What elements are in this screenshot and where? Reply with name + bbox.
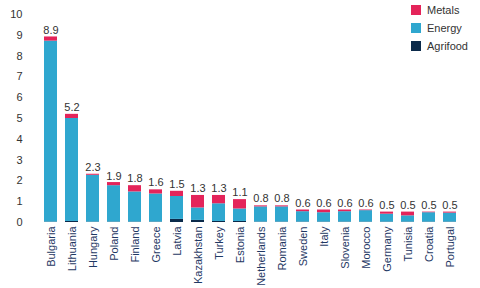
svg-text:0.8: 0.8	[253, 192, 268, 204]
svg-text:Finland: Finland	[129, 227, 141, 263]
svg-text:Hungary: Hungary	[87, 226, 99, 268]
svg-text:1: 1	[16, 195, 22, 207]
svg-text:Lithuania: Lithuania	[66, 226, 78, 272]
svg-text:1.6: 1.6	[148, 176, 163, 188]
svg-text:5.2: 5.2	[64, 101, 79, 113]
svg-text:8: 8	[16, 50, 22, 62]
svg-text:9: 9	[16, 29, 22, 41]
svg-text:0.6: 0.6	[337, 197, 352, 209]
svg-text:Portugal: Portugal	[444, 227, 456, 268]
svg-text:4: 4	[16, 133, 22, 145]
svg-text:Turkey: Turkey	[213, 226, 225, 260]
svg-text:Tunisia: Tunisia	[402, 226, 414, 262]
svg-text:1.8: 1.8	[127, 172, 142, 184]
svg-text:Croatia: Croatia	[423, 226, 435, 262]
svg-text:10: 10	[10, 8, 22, 20]
svg-text:3: 3	[16, 154, 22, 166]
svg-text:1.5: 1.5	[169, 178, 184, 190]
svg-text:Greece: Greece	[150, 227, 162, 263]
svg-text:Estonia: Estonia	[234, 226, 246, 264]
svg-text:Romania: Romania	[276, 226, 288, 271]
svg-text:8.9: 8.9	[43, 24, 58, 36]
svg-text:0: 0	[16, 216, 22, 228]
svg-text:1.3: 1.3	[190, 182, 205, 194]
svg-text:Germany: Germany	[381, 226, 393, 272]
svg-text:Italy: Italy	[318, 226, 330, 247]
svg-text:1.1: 1.1	[232, 186, 247, 198]
svg-text:Sweden: Sweden	[297, 227, 309, 267]
svg-text:Kazakhstan: Kazakhstan	[192, 227, 204, 284]
svg-text:1.3: 1.3	[211, 182, 226, 194]
svg-text:0.6: 0.6	[316, 197, 331, 209]
svg-text:Bulgaria: Bulgaria	[45, 226, 57, 267]
svg-text:0.8: 0.8	[274, 192, 289, 204]
html-text:Metals: Metals	[427, 4, 460, 16]
svg-text:0.5: 0.5	[421, 199, 436, 211]
svg-text:1.9: 1.9	[106, 170, 121, 182]
svg-text:0.6: 0.6	[358, 197, 373, 209]
svg-text:0.6: 0.6	[295, 197, 310, 209]
svg-text:6: 6	[16, 91, 22, 103]
html-text:Agrifood: Agrifood	[427, 40, 468, 52]
svg-text:7: 7	[16, 70, 22, 82]
svg-text:2.3: 2.3	[85, 161, 100, 173]
svg-text:Slovenia: Slovenia	[339, 226, 351, 269]
html-text:Energy: Energy	[427, 22, 462, 34]
svg-text:0.5: 0.5	[400, 199, 415, 211]
svg-text:Netherlands: Netherlands	[255, 226, 267, 286]
svg-text:5: 5	[16, 112, 22, 124]
svg-text:Poland: Poland	[108, 227, 120, 261]
svg-text:Latvia: Latvia	[171, 226, 183, 256]
svg-text:Morocco: Morocco	[360, 227, 372, 269]
svg-text:0.5: 0.5	[379, 199, 394, 211]
svg-text:2: 2	[16, 174, 22, 186]
svg-text:0.5: 0.5	[442, 199, 457, 211]
